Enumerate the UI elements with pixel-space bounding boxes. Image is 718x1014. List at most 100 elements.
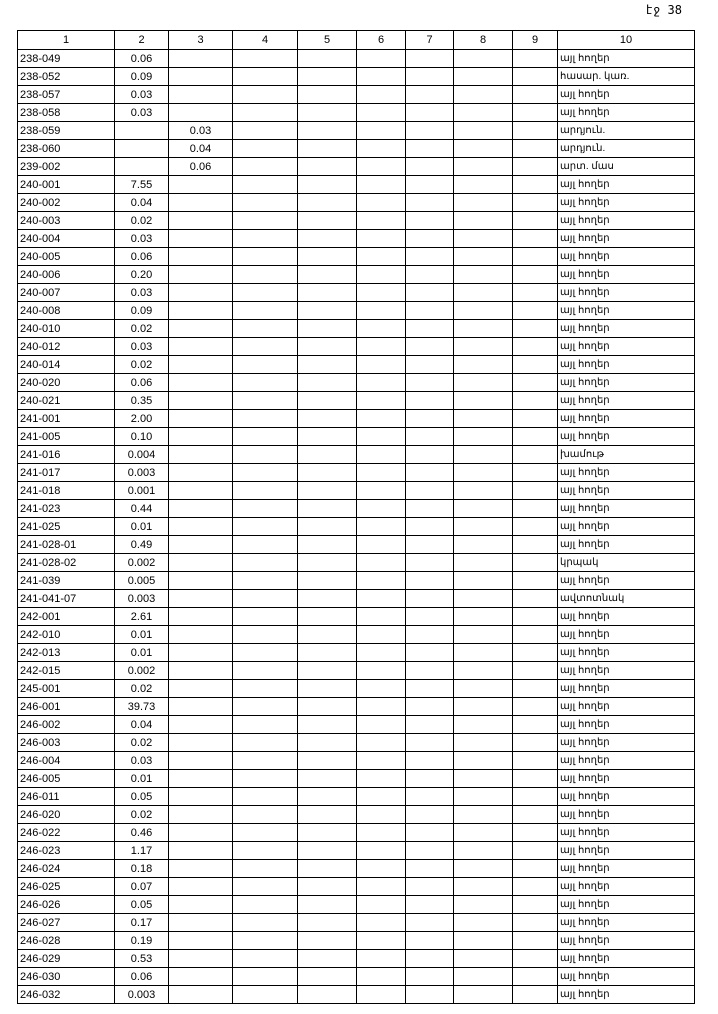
cell-col-4 — [232, 823, 298, 842]
cell-col-5 — [297, 265, 357, 284]
cell-col-9 — [512, 445, 558, 464]
cell-col-4 — [232, 409, 298, 428]
cell-col-6 — [356, 427, 406, 446]
cell-col-7 — [405, 103, 454, 122]
cell-col-6 — [356, 67, 406, 86]
cell-col-7 — [405, 265, 454, 284]
cell-col-5 — [297, 139, 357, 158]
cell-col-9 — [512, 265, 558, 284]
cell-col-1: 246-025 — [17, 877, 115, 896]
cell-col-10: այլ հողեր — [557, 895, 695, 914]
cell-col-3 — [168, 913, 233, 932]
cell-col-2: 0.03 — [114, 283, 169, 302]
cell-col-9 — [512, 985, 558, 1004]
cell-col-9 — [512, 769, 558, 788]
cell-col-9 — [512, 85, 558, 104]
table-row: 245-001 0.02 այլ հողեր — [17, 679, 695, 698]
cell-col-3 — [168, 823, 233, 842]
cell-col-2: 0.01 — [114, 625, 169, 644]
cell-col-8 — [453, 463, 513, 482]
table-row: 240-002 0.04 այլ հողեր — [17, 193, 695, 212]
table-row: 238-060 0.04 արդյուն. — [17, 139, 695, 158]
cell-col-9 — [512, 733, 558, 752]
cell-col-3 — [168, 301, 233, 320]
cell-col-8 — [453, 751, 513, 770]
cell-col-2: 0.06 — [114, 967, 169, 986]
cell-col-3 — [168, 535, 233, 554]
cell-col-5 — [297, 391, 357, 410]
cell-col-3 — [168, 247, 233, 266]
table-row: 242-013 0.01 այլ հողեր — [17, 643, 695, 662]
cell-col-4 — [232, 949, 298, 968]
cell-col-10: այլ հողեր — [557, 571, 695, 590]
cell-col-5 — [297, 247, 357, 266]
cell-col-5 — [297, 409, 357, 428]
cell-col-9 — [512, 697, 558, 716]
table-row: 241-017 0.003 այլ հողեր — [17, 463, 695, 482]
cell-col-9 — [512, 193, 558, 212]
cell-col-7 — [405, 805, 454, 824]
cell-col-8 — [453, 553, 513, 572]
cell-col-5 — [297, 157, 357, 176]
cell-col-2: 0.002 — [114, 661, 169, 680]
cell-col-10: այլ հողեր — [557, 805, 695, 824]
cell-col-1: 241-025 — [17, 517, 115, 536]
cell-col-9 — [512, 751, 558, 770]
cell-col-3 — [168, 229, 233, 248]
cell-col-7 — [405, 679, 454, 698]
cell-col-2: 7.55 — [114, 175, 169, 194]
cell-col-7 — [405, 841, 454, 860]
table-row: 238-058 0.03 այլ հողեր — [17, 103, 695, 122]
cell-col-10: այլ հողեր — [557, 949, 695, 968]
table-row: 241-025 0.01 այլ հողեր — [17, 517, 695, 536]
cell-col-1: 246-020 — [17, 805, 115, 824]
cell-col-10: այլ հողեր — [557, 985, 695, 1004]
cell-col-6 — [356, 355, 406, 374]
cell-col-7 — [405, 409, 454, 428]
cell-col-1: 240-004 — [17, 229, 115, 248]
cell-col-1: 242-001 — [17, 607, 115, 626]
cell-col-3 — [168, 877, 233, 896]
table-row: 240-003 0.02 այլ հողեր — [17, 211, 695, 230]
cell-col-3 — [168, 805, 233, 824]
cell-col-3 — [168, 211, 233, 230]
cell-col-7 — [405, 517, 454, 536]
cell-col-4 — [232, 589, 298, 608]
cell-col-9 — [512, 67, 558, 86]
cell-col-8 — [453, 679, 513, 698]
table-row: 238-057 0.03 այլ հողեր — [17, 85, 695, 104]
cell-col-7 — [405, 985, 454, 1004]
table-row: 240-020 0.06 այլ հողեր — [17, 373, 695, 392]
table-row: 240-001 7.55 այլ հողեր — [17, 175, 695, 194]
cell-col-1: 245-001 — [17, 679, 115, 698]
cell-col-7 — [405, 895, 454, 914]
cell-col-1: 246-022 — [17, 823, 115, 842]
cell-col-3 — [168, 517, 233, 536]
cell-col-7 — [405, 535, 454, 554]
cell-col-3 — [168, 193, 233, 212]
cell-col-2: 0.004 — [114, 445, 169, 464]
cell-col-8 — [453, 949, 513, 968]
cell-col-10: այլ հողեր — [557, 211, 695, 230]
cell-col-7 — [405, 193, 454, 212]
cell-col-5 — [297, 121, 357, 140]
cell-col-2: 0.35 — [114, 391, 169, 410]
cell-col-7 — [405, 859, 454, 878]
cell-col-2: 0.04 — [114, 193, 169, 212]
cell-col-1: 238-052 — [17, 67, 115, 86]
cell-col-4 — [232, 373, 298, 392]
cell-col-7 — [405, 823, 454, 842]
cell-col-2: 0.03 — [114, 337, 169, 356]
cell-col-9 — [512, 229, 558, 248]
cell-col-1: 242-010 — [17, 625, 115, 644]
cell-col-7 — [405, 391, 454, 410]
cell-col-6 — [356, 589, 406, 608]
cell-col-6 — [356, 337, 406, 356]
cell-col-1: 241-017 — [17, 463, 115, 482]
cell-col-6 — [356, 985, 406, 1004]
cell-col-7 — [405, 787, 454, 806]
cell-col-10: խամութ — [557, 445, 695, 464]
cell-col-2: 0.02 — [114, 679, 169, 698]
cell-col-2: 0.06 — [114, 49, 169, 68]
column-header-9: 9 — [512, 30, 558, 50]
